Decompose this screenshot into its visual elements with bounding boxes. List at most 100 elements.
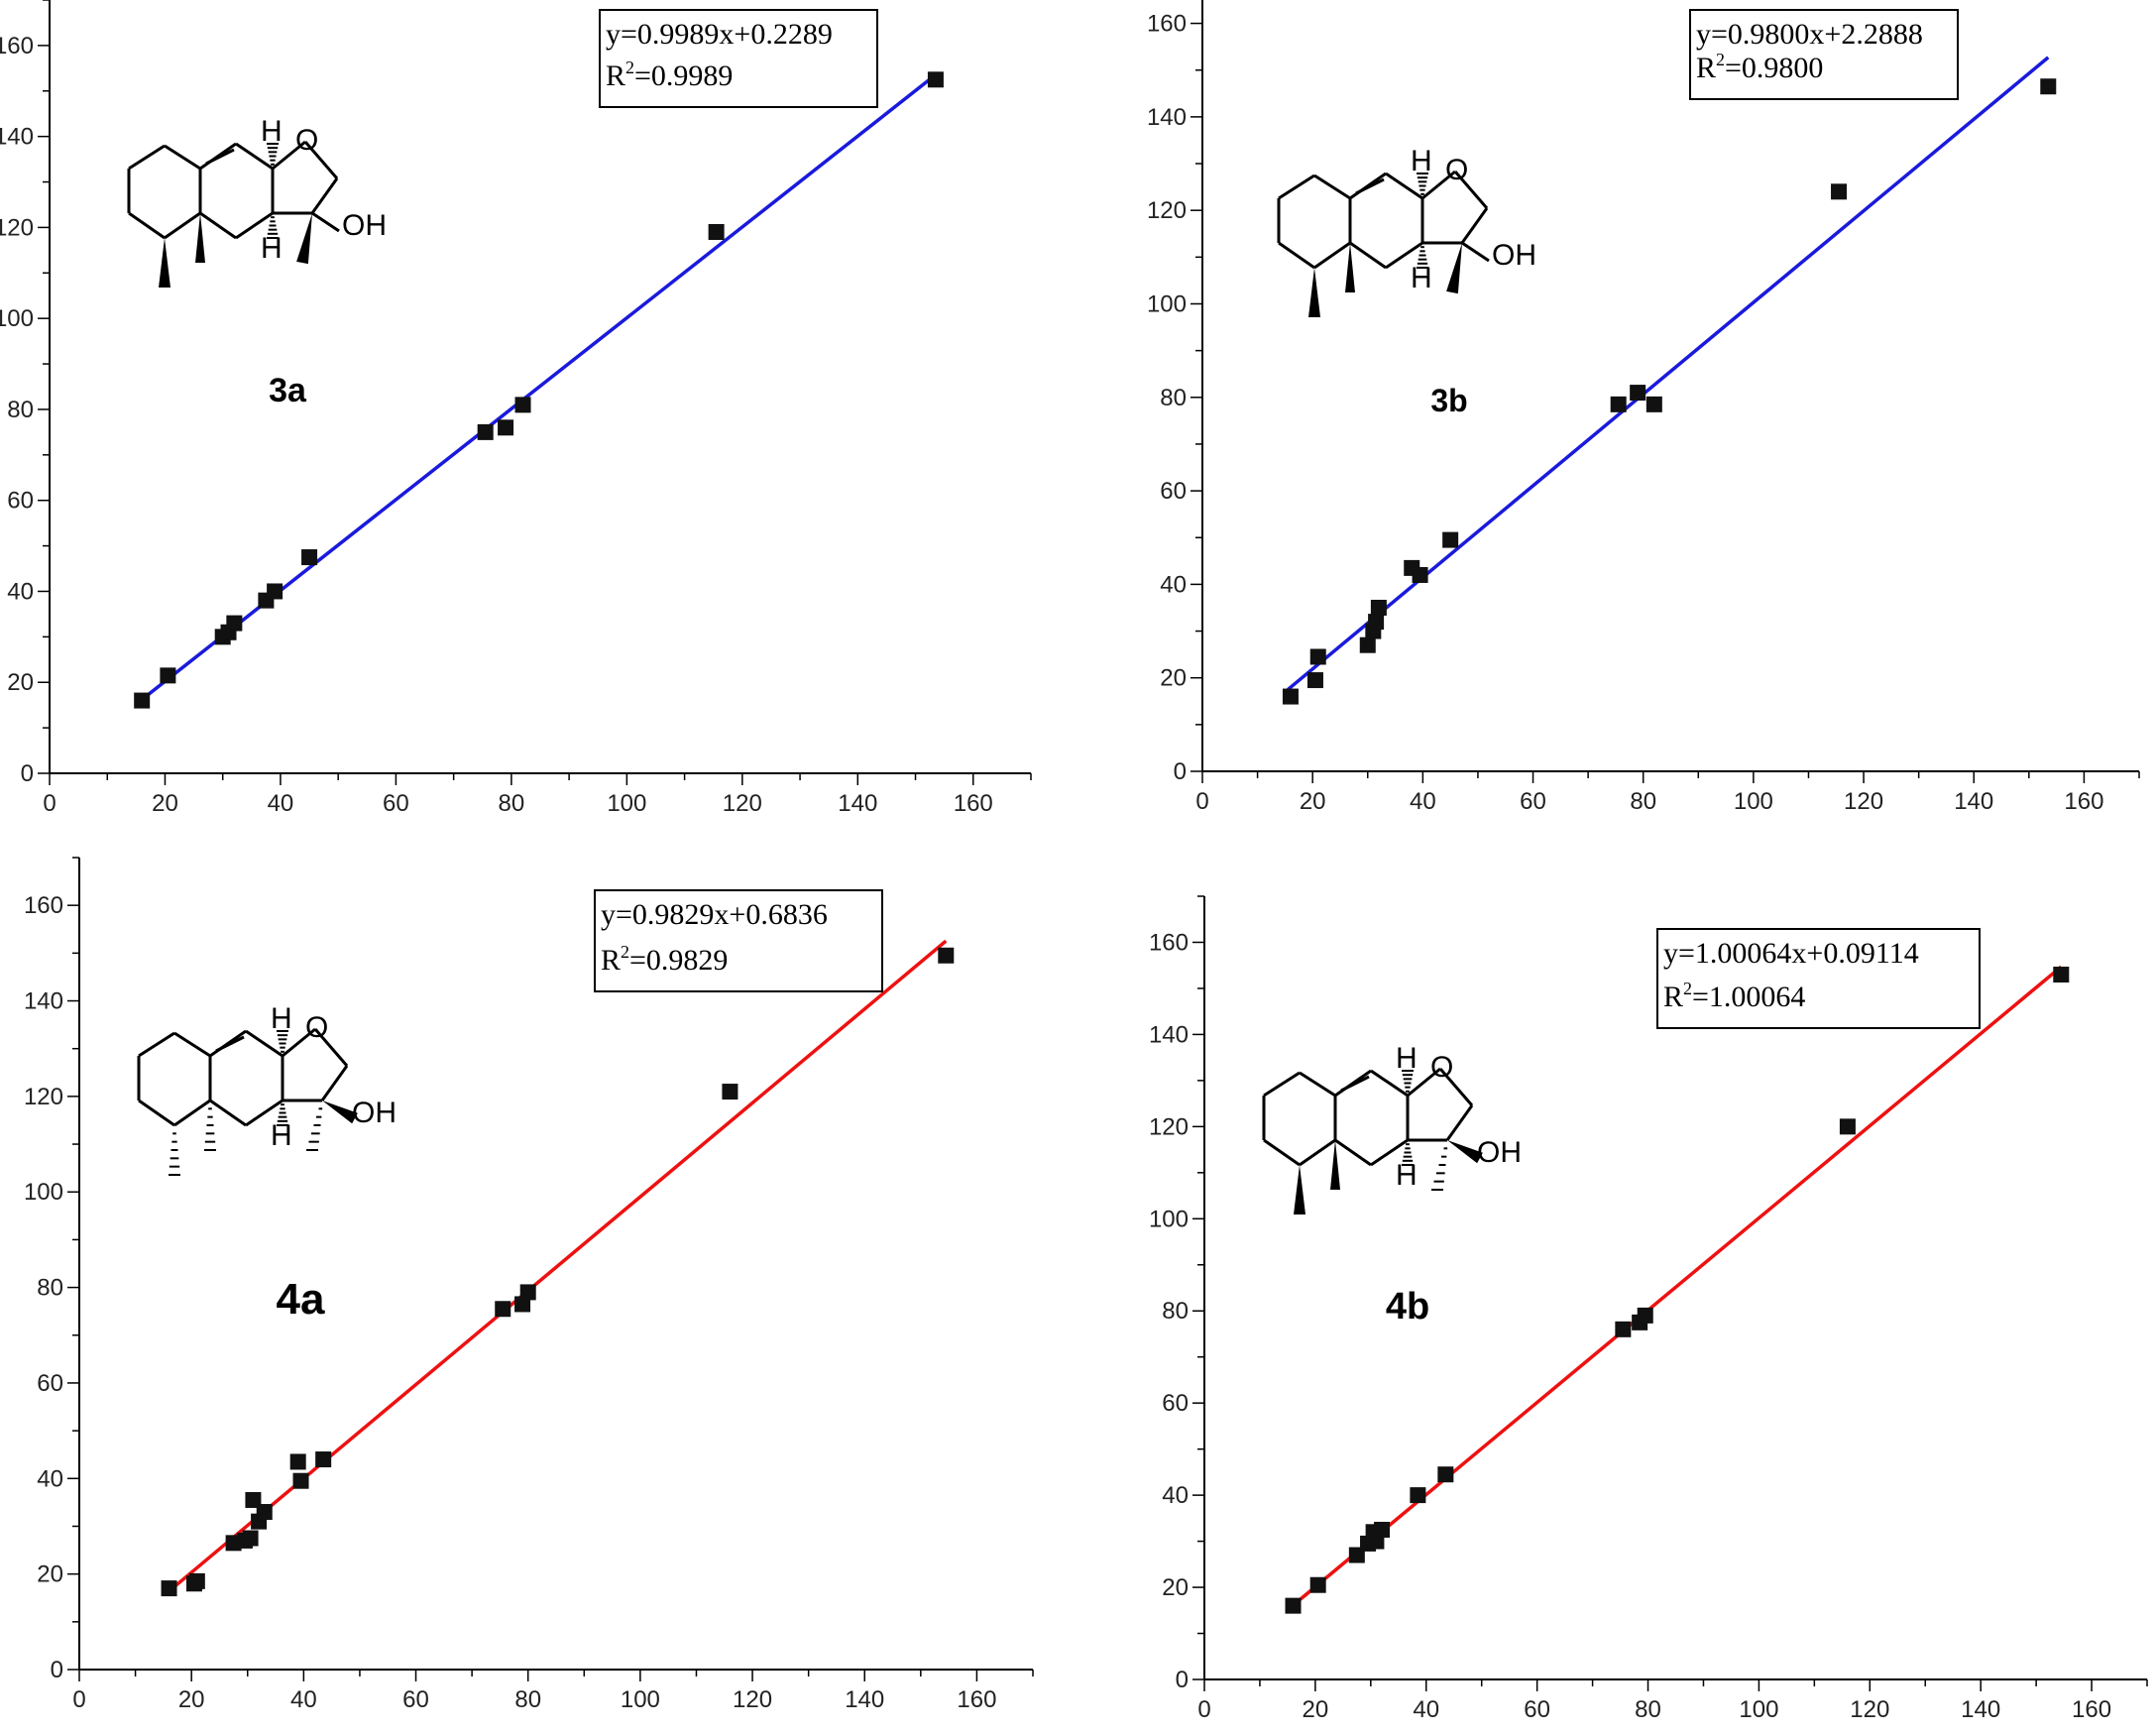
bond bbox=[1334, 1138, 1372, 1167]
y-tick-label: 40 bbox=[37, 1465, 63, 1492]
data-point bbox=[267, 583, 284, 600]
wedge-bond bbox=[159, 238, 170, 288]
bond bbox=[1460, 207, 1489, 244]
bond bbox=[128, 211, 166, 240]
data-point bbox=[1831, 183, 1848, 200]
bond bbox=[272, 140, 306, 171]
data-point bbox=[289, 1453, 306, 1470]
x-tick-label: 160 bbox=[2072, 1696, 2111, 1723]
bond bbox=[1299, 1138, 1336, 1167]
wedge-bond bbox=[322, 1100, 358, 1124]
y-tick-label: 60 bbox=[37, 1370, 63, 1397]
y-tick-label: 120 bbox=[24, 1084, 63, 1110]
x-tick-label: 60 bbox=[1520, 788, 1546, 815]
data-point bbox=[1370, 599, 1387, 616]
y-tick-label: 60 bbox=[1160, 478, 1187, 505]
x-tick-label: 20 bbox=[152, 790, 178, 817]
bond bbox=[199, 211, 237, 240]
data-point bbox=[1309, 648, 1326, 665]
data-point bbox=[301, 549, 318, 566]
bond bbox=[1278, 241, 1315, 270]
equation-text: y=1.00064x+0.09114 bbox=[1663, 937, 1919, 970]
x-tick-label: 120 bbox=[733, 1686, 772, 1713]
chart-panel-4a: 0 20 40 60 80 100 120 140 160 0 20 40 60 80 100 120 140 1… bbox=[24, 857, 1034, 1713]
data-point bbox=[495, 1301, 511, 1318]
bond bbox=[1278, 173, 1315, 200]
x-tick-label: 100 bbox=[621, 1686, 660, 1713]
y-tick-label: 140 bbox=[1147, 104, 1187, 131]
wedge-bond bbox=[1447, 1140, 1483, 1164]
data-point bbox=[1442, 531, 1459, 548]
oxygen-atom-label: O bbox=[1445, 154, 1468, 186]
bond bbox=[173, 1098, 211, 1127]
h-atom-label: H bbox=[1411, 262, 1432, 294]
hydroxyl-label: OH bbox=[1492, 239, 1536, 272]
y-tick-label: 140 bbox=[1149, 1021, 1189, 1048]
bond bbox=[1355, 177, 1385, 195]
equation-text: y=0.9989x+0.2289 bbox=[606, 18, 833, 51]
equation-text: y=0.9829x+0.6836 bbox=[601, 898, 828, 931]
data-point bbox=[161, 1580, 177, 1597]
y-tick-label: 0 bbox=[1176, 1667, 1189, 1693]
equation-text: y=0.9800x+2.2888 bbox=[1696, 18, 1923, 51]
data-point bbox=[242, 1530, 259, 1547]
y-tick-label: 80 bbox=[1160, 385, 1187, 411]
y-tick-label: 60 bbox=[1162, 1390, 1189, 1417]
data-point bbox=[927, 71, 944, 88]
wedge-bond bbox=[1308, 268, 1320, 317]
wedge-bond bbox=[1294, 1165, 1305, 1214]
x-tick-label: 100 bbox=[1739, 1696, 1778, 1723]
x-tick-label: 140 bbox=[1961, 1696, 2000, 1723]
bond bbox=[1445, 1104, 1474, 1141]
wedge-bond bbox=[296, 213, 312, 265]
y-tick-label: 100 bbox=[0, 305, 34, 332]
r-squared-text: R2=0.9989 bbox=[606, 58, 733, 92]
x-tick-label: 20 bbox=[178, 1686, 205, 1713]
data-point bbox=[1374, 1521, 1391, 1538]
bond bbox=[1313, 173, 1351, 200]
data-point bbox=[1309, 1576, 1326, 1593]
wedge-bond bbox=[1446, 243, 1462, 294]
h-atom-label: H bbox=[1411, 145, 1432, 177]
compound-label: 4a bbox=[277, 1275, 325, 1324]
hydroxyl-label: OH bbox=[1477, 1136, 1522, 1169]
data-point bbox=[1368, 614, 1385, 631]
bond bbox=[313, 1028, 349, 1067]
x-tick-label: 40 bbox=[1410, 788, 1436, 815]
y-tick-label: 20 bbox=[1160, 665, 1187, 692]
wedge-bond bbox=[1330, 1140, 1340, 1190]
r-squared-text: R2=0.9800 bbox=[1696, 50, 1823, 84]
data-point bbox=[1306, 672, 1323, 689]
x-tick-label: 60 bbox=[402, 1686, 429, 1713]
data-point bbox=[188, 1572, 205, 1589]
equation-box bbox=[594, 889, 883, 992]
bond bbox=[310, 177, 339, 214]
x-tick-label: 60 bbox=[1524, 1696, 1550, 1723]
y-tick-label: 160 bbox=[0, 33, 34, 59]
y-tick-label: 120 bbox=[0, 214, 34, 241]
h-atom-label: H bbox=[1396, 1042, 1418, 1075]
y-tick-label: 80 bbox=[7, 397, 34, 423]
data-point bbox=[1637, 1307, 1653, 1324]
y-tick-label: 0 bbox=[51, 1657, 63, 1683]
x-tick-label: 140 bbox=[1954, 788, 1993, 815]
data-point bbox=[1285, 1597, 1302, 1614]
wedge-bond bbox=[195, 213, 205, 263]
x-tick-label: 80 bbox=[514, 1686, 541, 1713]
regression-line bbox=[1287, 56, 2050, 691]
y-tick-label: 140 bbox=[24, 988, 63, 1015]
bond bbox=[164, 211, 201, 240]
x-tick-label: 100 bbox=[1734, 788, 1773, 815]
y-tick-label: 120 bbox=[1149, 1113, 1189, 1140]
compound-label: 3b bbox=[1430, 383, 1467, 418]
data-point bbox=[256, 1504, 273, 1521]
x-tick-label: 40 bbox=[1413, 1696, 1439, 1723]
data-point bbox=[1630, 385, 1646, 402]
y-tick-label: 0 bbox=[21, 760, 34, 787]
r-squared-text: R2=0.9829 bbox=[601, 942, 728, 977]
x-tick-label: 0 bbox=[43, 790, 56, 817]
